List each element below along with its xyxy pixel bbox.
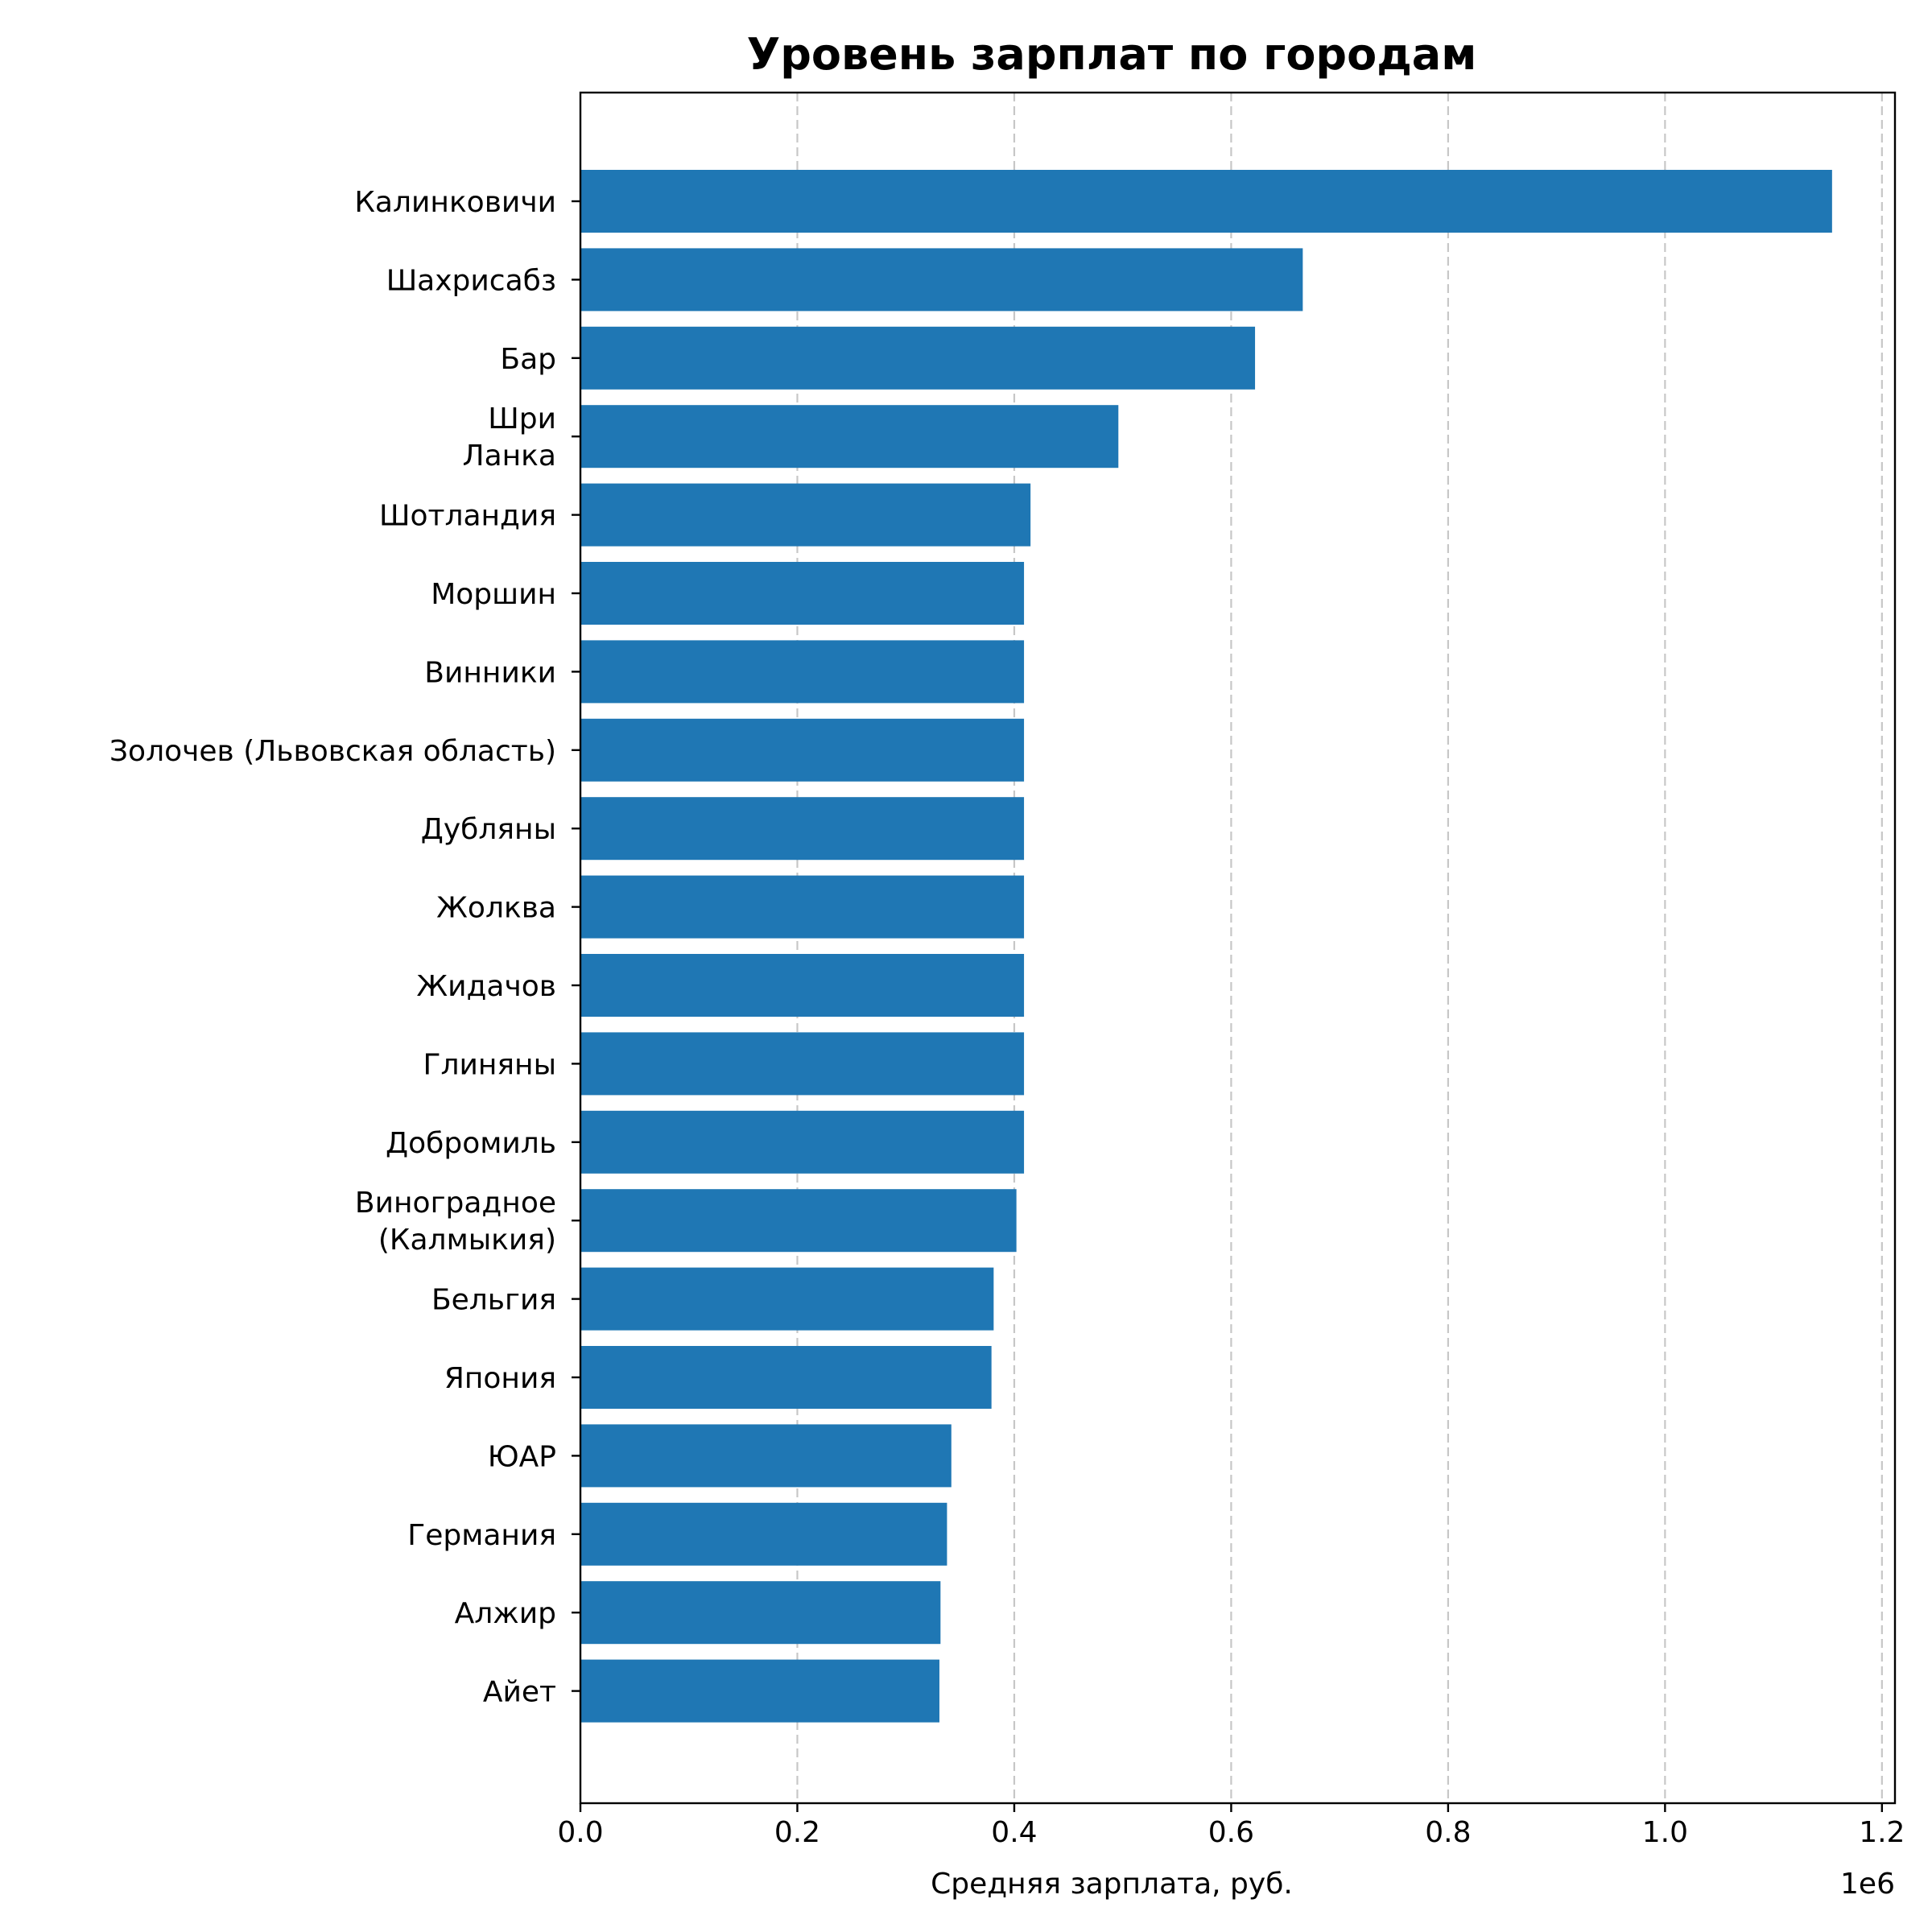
bars [580,170,1832,1723]
x-tick-labels: 0.0 0.2 0.4 0.6 0.8 1.0 1.2 [557,1816,1905,1849]
plot-frame [579,91,1897,1805]
bar [580,1346,992,1409]
x-tick-label: 0.4 [991,1816,1037,1849]
x-axis-label: Средняя зарплата, руб. [931,1868,1293,1901]
x-tick-label: 0.6 [1208,1816,1254,1849]
y-tick-label: Виноградное (Калмыкия) [355,1187,556,1257]
bar [580,1032,1025,1096]
y-tick-label: Винники [424,656,556,689]
bar [580,718,1025,782]
y-tick-label: Шри Ланка [463,402,556,473]
y-tick-label: Глиняны [423,1048,556,1081]
y-tick-label: Дубляны [421,813,556,846]
bar [580,326,1256,390]
bar [580,483,1031,547]
bar [580,405,1119,469]
y-tick-label: Добромиль [386,1127,556,1160]
bar [580,954,1025,1017]
y-tick-label: Золочев (Львовская область) [109,735,556,768]
bar [580,640,1025,704]
x-tick-label: 0.8 [1425,1816,1471,1849]
y-tick-labels: Калинковичи Шахрисабз Бар Шри Ланка Шотландия… [109,186,556,1709]
y-tick-label: Калинковичи [354,186,556,219]
y-tick-label: Жидачов [416,970,556,1003]
x-axis-scale-label: 1e6 [1840,1868,1895,1901]
chart-title: Уровень зарплат по городам [747,29,1477,80]
bar [580,1502,947,1566]
y-tick-label: Шахрисабз [386,264,556,297]
y-tick-label: Айет [483,1676,556,1709]
bar [580,1581,941,1645]
bar [580,875,1025,939]
y-tick-label: Бар [500,343,556,376]
x-tick-label: 0.2 [774,1816,820,1849]
y-tick-label: Жолква [436,892,556,925]
y-tick-label: ЮАР [488,1440,556,1473]
y-tick-label: Алжир [455,1597,556,1630]
axes [572,91,1897,1812]
bar [580,1424,952,1488]
y-tick-label: Бельгия [431,1284,556,1317]
y-tick-label: Япония [444,1362,556,1395]
y-tick-label: Германия [407,1519,556,1552]
bar [580,1267,994,1331]
x-tick-label: 0.0 [557,1816,603,1849]
y-tick-label: Моршин [431,578,556,611]
bar [580,170,1832,233]
x-tick-label: 1.0 [1642,1816,1688,1849]
bar [580,1189,1017,1253]
bar [580,1110,1025,1174]
x-tick-label: 1.2 [1859,1816,1905,1849]
bar [580,562,1025,625]
bar [580,248,1303,312]
bar [580,797,1025,861]
y-tick-label: Шотландия [379,500,556,533]
bar [580,1659,939,1723]
